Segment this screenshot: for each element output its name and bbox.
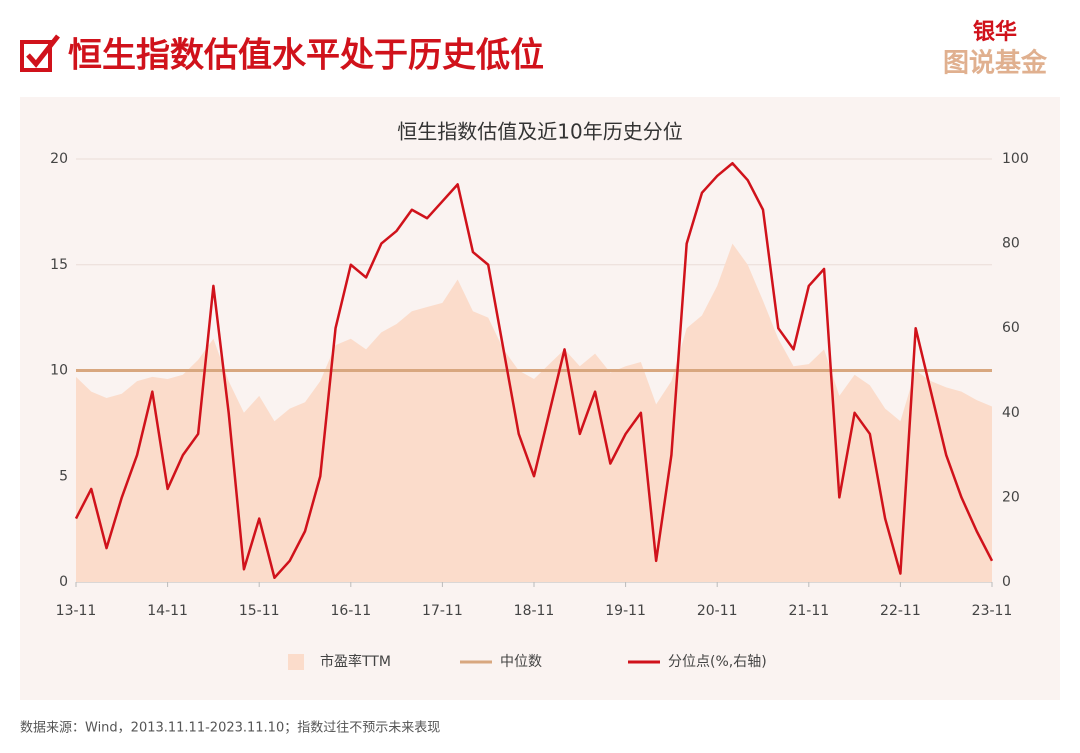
y2-tick-label: 20 (1002, 489, 1020, 505)
y2-tick-label: 0 (1002, 574, 1011, 590)
x-tick-label: 20-11 (697, 603, 738, 619)
y-tick-label: 10 (50, 363, 68, 379)
x-tick-label: 14-11 (147, 603, 188, 619)
plot: 0 5 10 15 20 0 20 40 60 80 100 13-11 14-11 15-11 16-11… (50, 151, 1029, 670)
logo-top: 银华 (973, 19, 1017, 45)
legend-label: 市盈率TTM (320, 653, 391, 670)
x-tick-label: 15-11 (239, 603, 280, 619)
y2-tick-label: 100 (1002, 151, 1029, 167)
chart-title: 恒生指数估值及近10年历史分位 (397, 120, 682, 144)
x-tick-label: 23-11 (972, 603, 1013, 619)
x-tick-label: 17-11 (422, 603, 463, 619)
y-tick-label: 0 (59, 574, 68, 590)
legend-label: 分位点(%,右轴) (668, 654, 767, 670)
legend-label: 中位数 (500, 654, 542, 670)
x-tick-label: 22-11 (880, 603, 921, 619)
y2-tick-label: 40 (1002, 405, 1020, 421)
check-icon (20, 34, 60, 72)
y2-tick-label: 60 (1002, 320, 1020, 336)
logo-bottom: 图说基金 (943, 48, 1048, 79)
y-tick-label: 20 (50, 151, 68, 167)
x-tick-label: 16-11 (330, 603, 371, 619)
pe-area (76, 243, 992, 582)
x-tick-label: 21-11 (788, 603, 829, 619)
percentile-line (74, 161, 994, 580)
x-tick-label: 19-11 (605, 603, 646, 619)
source-note: 数据来源：Wind，2013.11.11-2023.11.10；指数过往不预示未… (20, 721, 440, 736)
x-tick-label: 13-11 (56, 603, 97, 619)
y-tick-label: 5 (59, 468, 68, 484)
legend-swatch (288, 654, 304, 670)
x-tick-label: 18-11 (514, 603, 555, 619)
y-tick-label: 15 (50, 257, 68, 273)
page-title: 恒生指数估值水平处于历史低位 (68, 36, 544, 76)
y2-tick-label: 80 (1002, 236, 1020, 252)
